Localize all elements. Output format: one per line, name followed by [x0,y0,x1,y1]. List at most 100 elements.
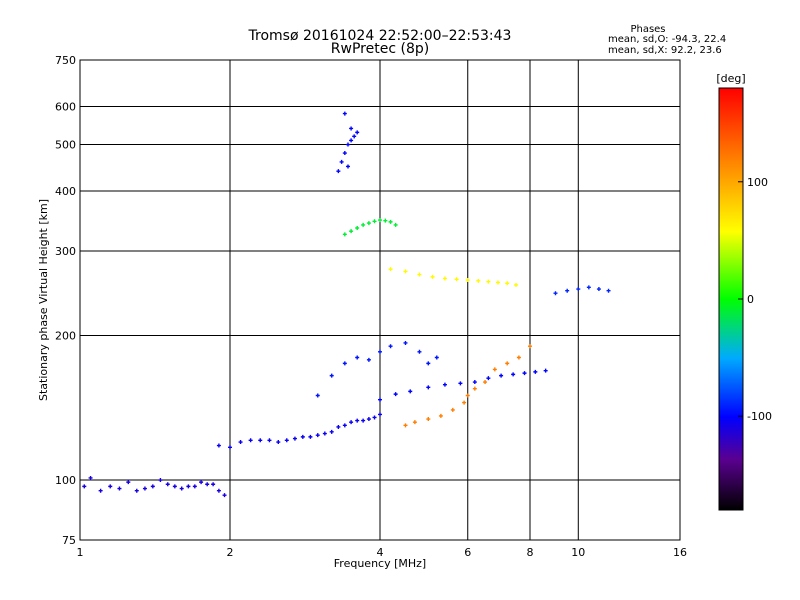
data-point [378,397,382,402]
data-point [134,488,139,493]
data-point [342,151,347,156]
y-tick-label: 100 [55,474,76,487]
data-point [454,277,459,282]
data-point [388,344,393,349]
data-point [339,159,344,164]
data-point [98,488,103,493]
data-point [472,380,477,385]
data-point [426,417,431,422]
data-point [361,222,366,227]
colorbar-tick-label: -100 [747,410,772,423]
data-points [82,111,611,498]
data-point [438,413,443,418]
data-point [388,267,393,272]
data-point [355,130,360,135]
data-point [315,433,320,438]
data-point [300,434,305,439]
stats-heading: Phases [630,24,665,35]
y-tick-label: 400 [55,185,76,198]
data-point [349,126,354,131]
data-point [205,482,210,487]
data-point [393,222,398,227]
data-point [505,361,510,366]
data-point [192,484,197,489]
data-point [216,443,221,448]
y-tick-label: 200 [55,330,76,343]
data-point [514,282,519,287]
data-point [372,415,377,420]
data-point [543,368,548,373]
x-tick-label: 10 [571,546,585,559]
data-point [349,229,354,234]
data-point [315,393,320,398]
data-point [267,438,272,443]
data-point [403,269,408,274]
stats-line-o: mean, sd,O: -94.3, 22.4 [608,34,726,45]
data-point [336,169,341,174]
data-point [342,232,347,237]
data-point [606,288,611,293]
data-point [378,412,382,417]
data-point [462,400,467,405]
x-tick-label: 2 [227,546,234,559]
data-point [450,407,455,412]
data-point [412,420,417,425]
data-point [576,287,581,292]
data-point [352,134,357,139]
data-point [476,278,481,283]
data-point [88,475,93,480]
data-point [82,484,87,489]
data-point [142,486,147,491]
data-point [465,393,470,398]
data-point [378,218,382,223]
data-point [292,436,297,441]
data-point [586,285,591,290]
colorbar-tick-label: 100 [747,176,768,189]
data-point [495,280,500,285]
data-point [172,484,177,489]
grid [80,60,680,540]
data-point [393,392,398,397]
data-point [322,431,327,436]
data-point [434,355,439,360]
data-point [329,429,334,434]
data-point [486,376,491,381]
data-point [238,440,243,445]
data-point [533,369,538,374]
x-tick-label: 6 [464,546,471,559]
data-point [499,373,504,378]
data-point [417,272,422,277]
chart-subtitle: RwPretec (8p) [331,41,429,57]
data-point [355,418,360,423]
y-tick-label: 750 [55,54,76,67]
x-tick-labels: 1 2 4 6 8 10 16 [77,546,688,559]
data-point [403,340,408,345]
data-point [211,482,216,487]
data-point [186,484,191,489]
data-point [222,493,227,498]
data-point [336,424,341,429]
x-tick-label: 1 [77,546,84,559]
data-point [366,417,371,422]
x-axis-label: Frequency [MHz] [334,557,426,570]
data-point [372,219,377,224]
data-point [417,349,422,354]
y-tick-label: 600 [55,101,76,114]
data-point [158,478,163,483]
data-point [486,279,491,284]
data-point [426,385,431,390]
data-point [349,420,354,425]
data-point [403,423,408,428]
plot-frame [79,59,681,541]
data-point [345,142,350,147]
data-point [366,221,371,226]
data-point [276,440,281,445]
data-point [430,274,435,279]
y-tick-label: 75 [62,534,76,547]
data-point [378,349,382,354]
data-point [342,361,347,366]
data-point [383,218,388,223]
data-point [596,287,601,292]
data-point [329,373,334,378]
